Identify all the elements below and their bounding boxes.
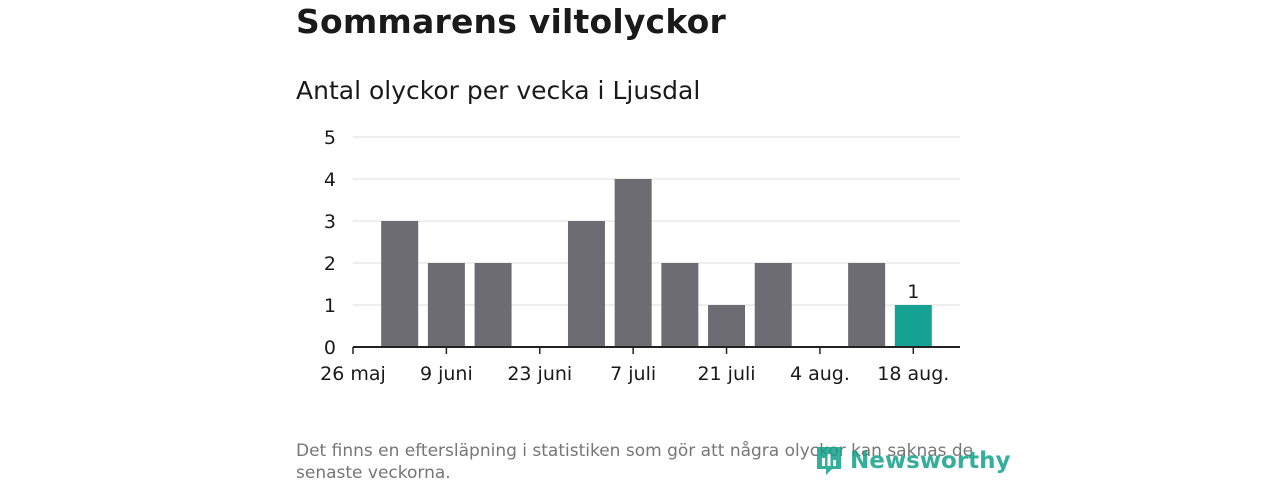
bar [381, 221, 419, 347]
bar [754, 263, 792, 347]
x-tick-label: 9 juni [420, 363, 473, 385]
x-tick-label: 21 juli [697, 363, 755, 385]
footnote: Det finns en eftersläpning i statistiken… [296, 441, 974, 483]
bar [708, 305, 746, 347]
y-tick-label: 0 [324, 337, 336, 359]
x-tick-label: 7 juli [610, 363, 656, 385]
y-tick-label: 5 [324, 127, 336, 149]
x-tick-label: 18 aug. [877, 363, 949, 385]
chart-title: Sommarens viltolyckor [296, 2, 726, 41]
bar [661, 263, 699, 347]
y-tick-label: 4 [324, 169, 336, 191]
x-tick-label: 26 maj [320, 363, 386, 385]
bar [848, 263, 886, 347]
bar [567, 221, 605, 347]
x-tick-label: 4 aug. [790, 363, 850, 385]
newsworthy-logo-text: Newsworthy [850, 448, 1011, 474]
chart-subtitle: Antal olyckor per vecka i Ljusdal [296, 76, 701, 105]
bar [474, 263, 512, 347]
y-tick-label: 3 [324, 211, 336, 233]
y-tick-label: 2 [324, 253, 336, 275]
bar [614, 179, 652, 347]
bar [894, 305, 932, 347]
data-label: 1 [907, 281, 919, 303]
newsworthy-logo: Newsworthy [814, 444, 1011, 478]
bar [427, 263, 465, 347]
y-tick-label: 1 [324, 295, 336, 317]
newsworthy-logo-icon [817, 447, 841, 475]
x-tick-label: 23 juni [507, 363, 572, 385]
